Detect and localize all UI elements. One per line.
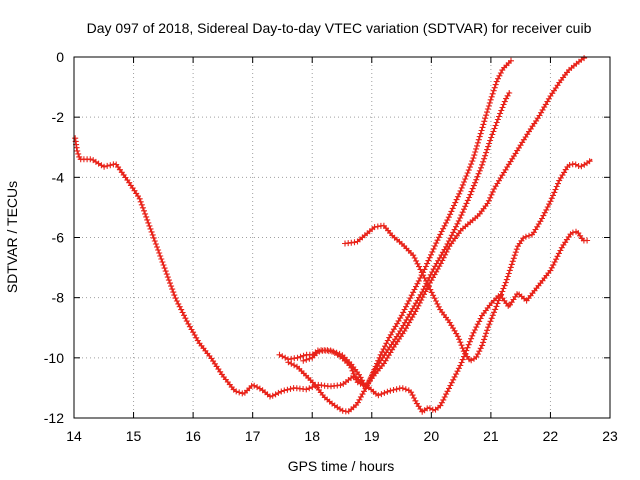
x-tick-label: 22: [543, 428, 559, 444]
x-tick-label: 17: [245, 428, 261, 444]
series-track-4: [300, 55, 588, 390]
y-tick-label: -2: [52, 109, 65, 125]
series-track-1: [72, 135, 591, 415]
series-line: [74, 138, 588, 413]
series-track-3: [285, 90, 513, 415]
y-tick-label: -10: [44, 350, 64, 366]
x-tick-label: 18: [304, 428, 320, 444]
y-tick-label: -12: [44, 410, 64, 426]
x-tick-label: 15: [126, 428, 142, 444]
x-tick-label: 23: [602, 428, 618, 444]
series-track-5: [342, 158, 593, 364]
series-markers: [342, 158, 593, 364]
chart-title: Day 097 of 2018, Sidereal Day-to-day VTE…: [87, 20, 592, 36]
x-tick-label: 21: [483, 428, 499, 444]
x-tick-label: 20: [424, 428, 440, 444]
x-tick-label: 19: [364, 428, 380, 444]
series-markers: [72, 135, 591, 415]
y-tick-label: 0: [56, 49, 64, 65]
y-tick-label: -8: [52, 290, 65, 306]
y-tick-label: -4: [52, 169, 65, 185]
y-axis-title: SDTVAR / TECUs: [4, 181, 20, 293]
plot-frame: [73, 56, 611, 419]
x-axis-title: GPS time / hours: [288, 458, 395, 474]
x-tick-label: 14: [66, 428, 82, 444]
series-markers: [300, 55, 588, 390]
data-series: [72, 55, 593, 415]
series-markers: [285, 90, 513, 415]
x-tick-label: 16: [185, 428, 201, 444]
axis-ticks: 14 15 16 17 18 19 20 21 22 23 0 -2 -4 -6 -8 -10 -12: [44, 49, 618, 444]
y-tick-label: -6: [52, 230, 65, 246]
